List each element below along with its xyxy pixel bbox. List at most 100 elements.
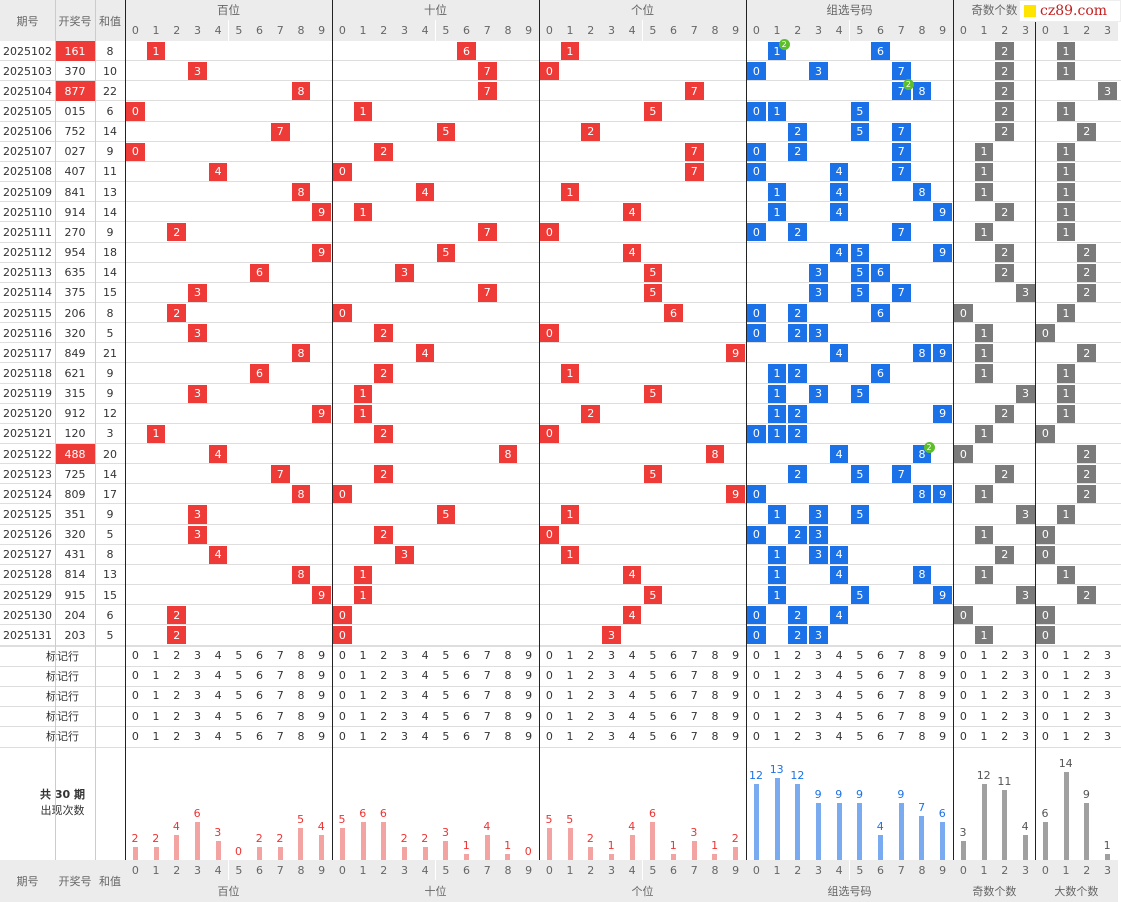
marker-digit[interactable]: 3	[1021, 709, 1029, 723]
marker-digit[interactable]: 3	[1021, 669, 1029, 683]
marker-digit[interactable]: 2	[173, 689, 181, 703]
marker-digit[interactable]: 3	[193, 709, 201, 723]
marker-digit[interactable]: 9	[318, 669, 326, 683]
marker-digit[interactable]: 0	[959, 649, 967, 662]
marker-digit[interactable]: 0	[131, 649, 139, 662]
marker-digit[interactable]: 3	[1103, 689, 1111, 703]
marker-digit[interactable]: 5	[649, 729, 657, 743]
marker-digit[interactable]: 3	[400, 729, 408, 743]
marker-digit[interactable]: 5	[856, 729, 864, 743]
marker-digit[interactable]: 8	[918, 689, 926, 703]
marker-digit[interactable]: 3	[1103, 669, 1111, 683]
marker-digit[interactable]: 4	[421, 729, 429, 743]
marker-digit[interactable]: 6	[463, 689, 471, 703]
marker-digit[interactable]: 1	[566, 709, 574, 723]
marker-digit[interactable]: 5	[442, 729, 450, 743]
marker-digit[interactable]: 8	[504, 649, 512, 662]
marker-digit[interactable]: 2	[1001, 709, 1009, 723]
marker-digit[interactable]: 9	[525, 669, 533, 683]
marker-digit[interactable]: 2	[587, 649, 595, 662]
marker-digit[interactable]: 1	[773, 669, 781, 683]
marker-digit[interactable]: 2	[380, 669, 388, 683]
marker-digit[interactable]: 6	[877, 649, 885, 662]
marker-digit[interactable]: 1	[152, 689, 160, 703]
marker-digit[interactable]: 3	[607, 709, 615, 723]
marker-digit[interactable]: 4	[214, 669, 222, 683]
marker-digit[interactable]: 4	[628, 669, 636, 683]
marker-digit[interactable]: 5	[856, 709, 864, 723]
marker-digit[interactable]: 0	[545, 689, 553, 703]
marker-digit[interactable]: 9	[318, 649, 326, 662]
marker-digit[interactable]: 9	[939, 729, 947, 743]
marker-digit[interactable]: 4	[628, 729, 636, 743]
marker-digit[interactable]: 1	[359, 709, 367, 723]
marker-digit[interactable]: 3	[400, 709, 408, 723]
marker-digit[interactable]: 7	[483, 649, 491, 662]
marker-digit[interactable]: 5	[649, 709, 657, 723]
marker-digit[interactable]: 7	[690, 649, 698, 662]
marker-digit[interactable]: 8	[297, 649, 305, 662]
marker-digit[interactable]: 1	[566, 729, 574, 743]
marker-digit[interactable]: 9	[732, 709, 740, 723]
marker-digit[interactable]: 1	[980, 729, 988, 743]
marker-digit[interactable]: 1	[1062, 709, 1070, 723]
marker-digit[interactable]: 6	[463, 729, 471, 743]
marker-digit[interactable]: 5	[649, 669, 657, 683]
marker-digit[interactable]: 2	[173, 669, 181, 683]
marker-digit[interactable]: 2	[587, 689, 595, 703]
marker-digit[interactable]: 1	[980, 649, 988, 662]
marker-digit[interactable]: 1	[152, 729, 160, 743]
marker-digit[interactable]: 8	[711, 649, 719, 662]
marker-digit[interactable]: 9	[525, 649, 533, 662]
marker-digit[interactable]: 1	[566, 649, 574, 662]
marker-digit[interactable]: 2	[1083, 709, 1091, 723]
marker-digit[interactable]: 4	[214, 689, 222, 703]
marker-digit[interactable]: 7	[690, 729, 698, 743]
marker-digit[interactable]: 0	[959, 669, 967, 683]
marker-digit[interactable]: 1	[359, 689, 367, 703]
marker-digit[interactable]: 9	[732, 729, 740, 743]
marker-digit[interactable]: 1	[566, 689, 574, 703]
marker-digit[interactable]: 6	[463, 709, 471, 723]
marker-digit[interactable]: 3	[193, 649, 201, 662]
marker-digit[interactable]: 3	[814, 709, 822, 723]
marker-digit[interactable]: 7	[897, 689, 905, 703]
marker-digit[interactable]: 2	[1083, 689, 1091, 703]
marker-digit[interactable]: 1	[359, 649, 367, 662]
marker-digit[interactable]: 0	[752, 649, 760, 662]
marker-digit[interactable]: 4	[628, 649, 636, 662]
marker-digit[interactable]: 5	[442, 669, 450, 683]
marker-digit[interactable]: 2	[380, 689, 388, 703]
marker-digit[interactable]: 6	[670, 669, 678, 683]
marker-digit[interactable]: 1	[980, 689, 988, 703]
marker-digit[interactable]: 5	[856, 649, 864, 662]
marker-digit[interactable]: 1	[980, 709, 988, 723]
marker-digit[interactable]: 8	[504, 669, 512, 683]
marker-digit[interactable]: 6	[256, 649, 264, 662]
marker-digit[interactable]: 3	[193, 689, 201, 703]
marker-digit[interactable]: 8	[711, 709, 719, 723]
marker-digit[interactable]: 7	[483, 669, 491, 683]
marker-digit[interactable]: 7	[483, 689, 491, 703]
marker-digit[interactable]: 3	[1021, 649, 1029, 662]
marker-digit[interactable]: 5	[235, 689, 243, 703]
marker-digit[interactable]: 2	[380, 649, 388, 662]
marker-digit[interactable]: 3	[1021, 729, 1029, 743]
marker-digit[interactable]: 0	[131, 709, 139, 723]
marker-digit[interactable]: 7	[897, 709, 905, 723]
marker-digit[interactable]: 8	[297, 669, 305, 683]
marker-digit[interactable]: 8	[711, 689, 719, 703]
marker-digit[interactable]: 4	[214, 709, 222, 723]
marker-digit[interactable]: 5	[856, 669, 864, 683]
marker-digit[interactable]: 2	[794, 669, 802, 683]
marker-digit[interactable]: 0	[1041, 709, 1049, 723]
marker-digit[interactable]: 7	[690, 669, 698, 683]
marker-digit[interactable]: 2	[173, 649, 181, 662]
marker-digit[interactable]: 1	[773, 689, 781, 703]
marker-digit[interactable]: 3	[1103, 729, 1111, 743]
marker-digit[interactable]: 4	[214, 729, 222, 743]
marker-digit[interactable]: 2	[380, 709, 388, 723]
marker-digit[interactable]: 6	[256, 709, 264, 723]
marker-digit[interactable]: 7	[897, 649, 905, 662]
marker-digit[interactable]: 3	[607, 729, 615, 743]
